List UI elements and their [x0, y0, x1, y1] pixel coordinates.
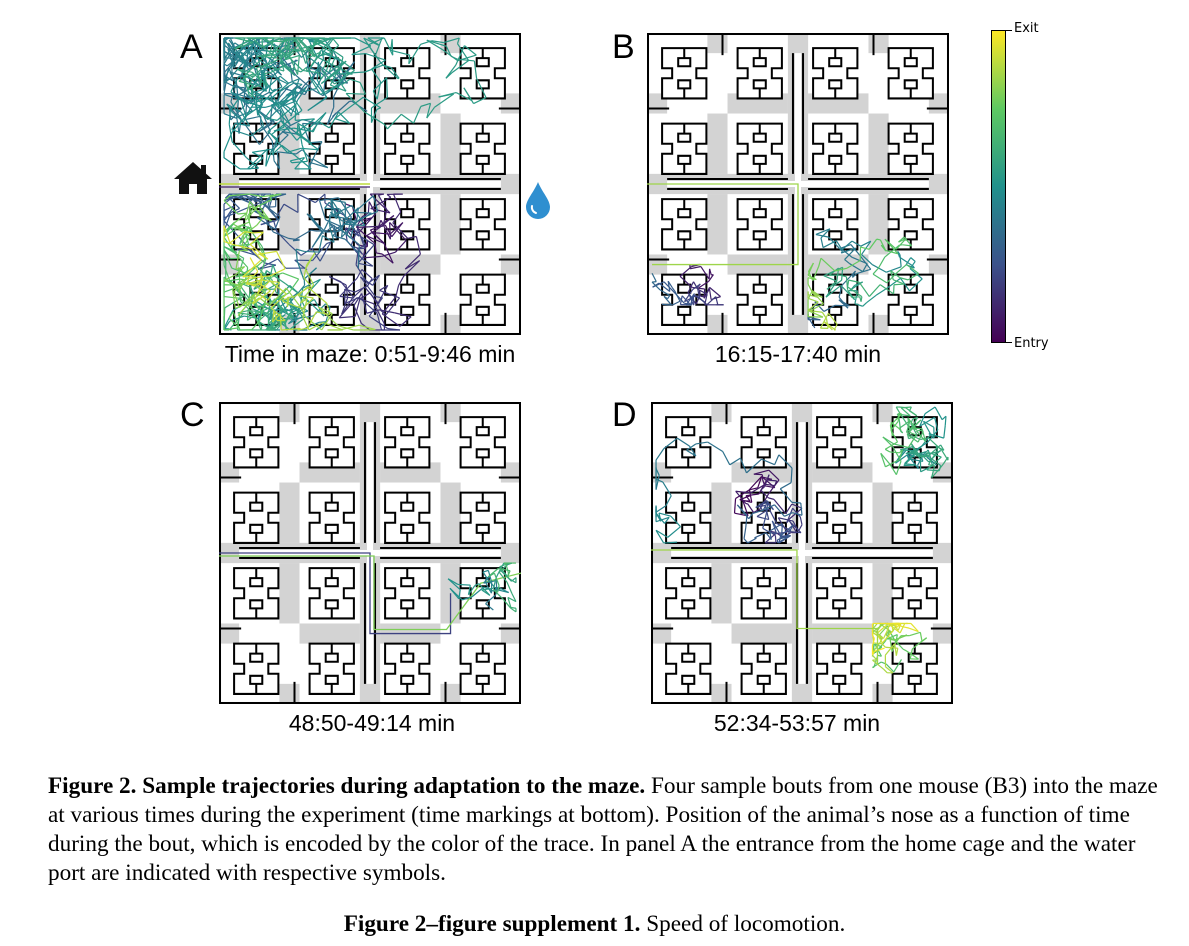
panel-letter-d: D	[612, 396, 637, 434]
colorbar-top-label: Exit	[1014, 21, 1039, 36]
figure-label: Figure 2.	[48, 773, 137, 799]
maze-panel-d	[651, 402, 953, 704]
panel-letter-c: C	[180, 396, 205, 434]
colorbar-bottom-label: Entry	[1014, 336, 1049, 351]
maze-panel-b	[647, 33, 949, 335]
maze-panel-c	[219, 402, 521, 704]
home-icon	[174, 162, 212, 194]
panel-caption-b: 16:15-17:40 min	[714, 341, 882, 367]
panel-caption-a: Time in maze: 0:51-9:46 min	[224, 341, 516, 367]
colorbar-tick-top	[1006, 30, 1012, 31]
supplement-text: Speed of locomotion.	[646, 911, 846, 937]
colorbar-tick-bottom	[1006, 342, 1012, 343]
water-drop-icon	[526, 182, 550, 219]
figure-caption: Figure 2. Sample trajectories during ada…	[48, 772, 1178, 888]
figure-supplement: Figure 2–figure supplement 1. Speed of l…	[0, 910, 1189, 939]
panel-caption-d: 52:34-53:57 min	[713, 710, 881, 736]
panel-letter-b: B	[612, 28, 635, 66]
panel-letter-a: A	[180, 28, 203, 66]
supplement-label: Figure 2–figure supplement 1.	[343, 911, 641, 937]
figure-title: Sample trajectories during adaptation to…	[142, 773, 646, 799]
panel-caption-c: 48:50-49:14 min	[288, 710, 456, 736]
figure-caption-body: Four sample bouts from one mouse (B3) in…	[48, 773, 1158, 886]
colorbar	[991, 30, 1006, 343]
maze-panel-a	[219, 33, 521, 335]
